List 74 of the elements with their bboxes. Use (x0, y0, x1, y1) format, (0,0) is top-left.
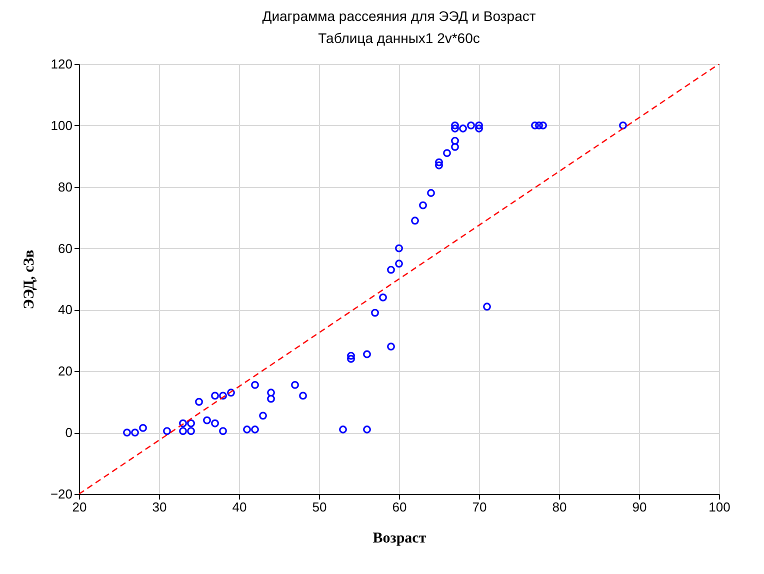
point (451, 136, 459, 145)
point (163, 427, 171, 435)
point (435, 161, 443, 170)
point (531, 121, 539, 130)
x-tick-label: 50 (312, 500, 327, 514)
x-tick-label: 20 (72, 500, 87, 514)
point (427, 189, 435, 197)
y-tick-label: 20 (58, 364, 72, 379)
point (411, 216, 419, 225)
point (195, 398, 203, 406)
chart-title: Диаграмма рассеяния для ЭЭД и Возраст (262, 8, 536, 24)
point (267, 388, 275, 397)
point (339, 426, 347, 434)
point (139, 424, 147, 432)
point (363, 426, 371, 434)
point (435, 158, 443, 166)
point (395, 244, 403, 252)
point (267, 394, 275, 403)
point (179, 427, 187, 435)
point (475, 124, 483, 132)
point (187, 419, 195, 428)
point (387, 342, 395, 351)
y-axis-title: ЭЭД, сЗв (21, 250, 38, 310)
point (211, 419, 219, 428)
point (419, 201, 427, 210)
point (451, 142, 459, 151)
x-axis-title: Возраст (372, 530, 427, 546)
point (219, 392, 227, 400)
point (251, 381, 259, 389)
point (451, 121, 459, 130)
point (379, 293, 387, 302)
point (535, 121, 543, 130)
x-tick-label: 60 (392, 500, 407, 514)
y-tick-label: 60 (58, 240, 72, 256)
y-tick-label: 120 (50, 56, 72, 72)
point (243, 426, 251, 434)
point (459, 124, 467, 132)
x-tick-label: 90 (632, 500, 647, 514)
x-tick-label: 40 (232, 500, 247, 514)
point (291, 381, 299, 389)
point (467, 121, 475, 130)
point (347, 354, 355, 363)
y-tick-label: 40 (58, 302, 72, 318)
point (475, 121, 483, 130)
point (619, 121, 627, 130)
point (363, 350, 371, 358)
x-tick-label: 100 (708, 500, 730, 514)
point (123, 428, 131, 437)
point (387, 266, 395, 274)
point (219, 427, 227, 435)
point (259, 412, 267, 420)
point (179, 419, 187, 428)
y-tick-label: 80 (58, 179, 72, 194)
point (347, 352, 355, 360)
point (451, 124, 459, 132)
point (483, 302, 491, 311)
point (443, 149, 451, 158)
point (371, 308, 379, 317)
point (227, 388, 235, 397)
y-tick-label: 100 (50, 118, 72, 133)
point (187, 427, 195, 435)
point (539, 121, 547, 130)
point (395, 260, 403, 268)
point (131, 428, 139, 437)
y-tick-label: −20 (50, 486, 72, 502)
point (299, 392, 307, 400)
y-tick-label: 0 (65, 425, 72, 440)
x-tick-label: 70 (472, 500, 487, 514)
point (251, 426, 259, 434)
chart-subtitle: Таблица данных1 2v*60c (318, 30, 480, 46)
x-tick-label: 30 (152, 500, 167, 514)
x-tick-label: 80 (552, 500, 567, 514)
point (203, 416, 211, 424)
point (211, 392, 219, 400)
